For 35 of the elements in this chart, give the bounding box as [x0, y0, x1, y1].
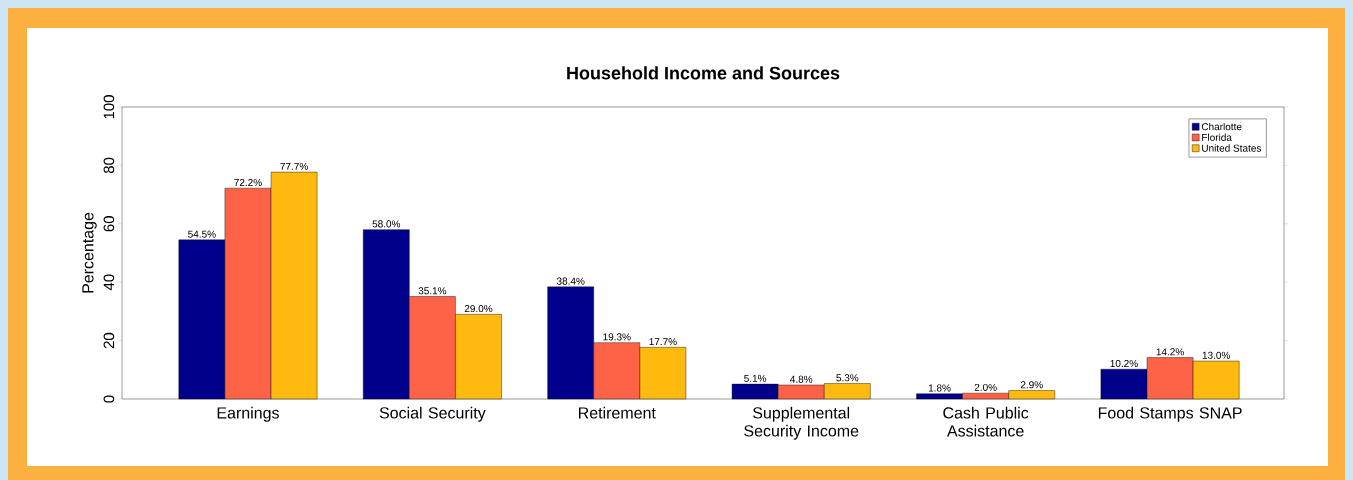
y-tick-label: 80	[103, 157, 115, 174]
y-tick-label: 0	[103, 395, 115, 403]
data-label: 29.0%	[464, 305, 493, 313]
data-label: 4.8%	[790, 375, 813, 383]
data-label: 2.0%	[974, 383, 997, 391]
data-label: 5.3%	[836, 374, 859, 382]
data-label: 17.7%	[649, 338, 677, 346]
legend-label: Charlotte	[1201, 122, 1242, 131]
data-label: 58.0%	[372, 220, 401, 228]
legend-label: Florida	[1202, 133, 1232, 141]
chart-title: Household Income and Sources	[567, 66, 840, 80]
data-label: 54.5%	[188, 230, 216, 238]
x-tick-label: Cash Public Assistance	[943, 406, 1029, 437]
data-label: 5.1%	[744, 374, 767, 382]
data-label: 19.3%	[603, 333, 631, 341]
data-label: 1.8%	[928, 384, 951, 392]
x-tick-label: Retirement	[578, 406, 656, 419]
data-label: 2.9%	[1020, 381, 1043, 389]
data-label: 77.7%	[280, 162, 308, 170]
y-tick-label: 60	[103, 216, 115, 232]
y-tick-label: 100	[103, 95, 115, 119]
data-label: 72.2%	[234, 178, 262, 186]
data-label: 13.0%	[1202, 351, 1230, 359]
y-tick-label: 40	[103, 274, 115, 291]
data-label: 14.2%	[1156, 348, 1184, 356]
x-tick-label: Social Security	[379, 406, 486, 422]
x-tick-label: Food Stamps SNAP	[1098, 406, 1242, 422]
y-axis-title: Percentage	[82, 212, 97, 293]
data-label: 35.1%	[418, 287, 447, 295]
data-label: 10.2%	[1110, 359, 1138, 368]
legend-label: United States	[1202, 144, 1262, 152]
x-tick-label: Supplemental Security Income	[744, 406, 859, 440]
x-tick-label: Earnings	[217, 406, 279, 422]
data-label: 38.4%	[556, 277, 585, 285]
y-tick-label: 20	[103, 332, 115, 349]
